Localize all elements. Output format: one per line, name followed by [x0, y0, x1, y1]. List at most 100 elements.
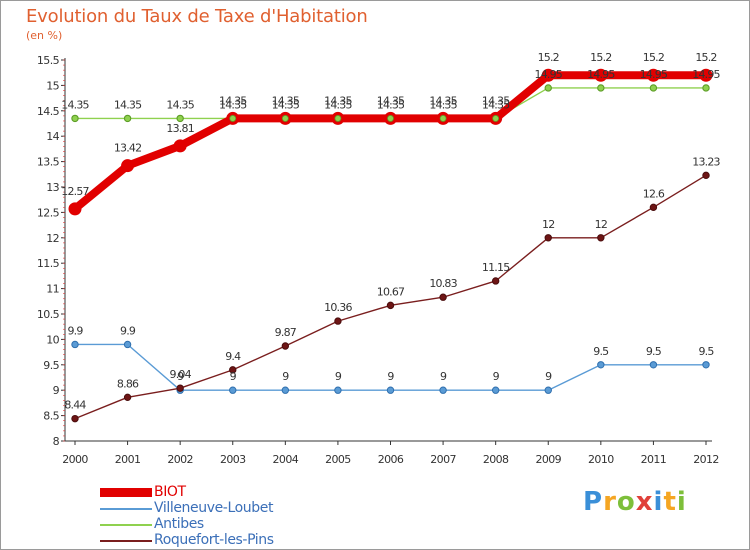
data-label: 14.35: [482, 98, 510, 111]
y-tick-label: 10.5: [37, 308, 60, 321]
legend-label-roquefort-les-pins: Roquefort-les-Pins: [154, 532, 274, 548]
data-label: 14.95: [692, 68, 720, 81]
data-label: 14.35: [324, 98, 352, 111]
data-point: [387, 115, 394, 122]
y-tick-label: 11: [46, 283, 59, 296]
data-point: [597, 234, 605, 242]
logo-letter: i: [653, 487, 664, 517]
data-point: [597, 84, 605, 92]
data-label: 14.35: [219, 98, 247, 111]
data-point: [702, 361, 710, 369]
data-point: [699, 68, 713, 82]
y-tick-label: 9.5: [43, 359, 59, 372]
legend-label-antibes: Antibes: [154, 516, 204, 532]
data-label: 13.42: [114, 142, 142, 155]
x-tick-label: 2000: [62, 453, 88, 466]
data-point: [123, 393, 132, 402]
x-tick-label: 2012: [693, 453, 719, 466]
data-label: 14.95: [535, 68, 563, 81]
data-point: [123, 340, 132, 349]
y-tick-label: 14.5: [37, 105, 60, 118]
proxiti-logo: Proxiti: [583, 487, 687, 517]
chart-unit-label: (en %): [26, 29, 63, 42]
data-point: [646, 68, 660, 82]
logo-letter: P: [583, 487, 604, 517]
data-label: 14.95: [640, 68, 668, 81]
data-label: 9: [545, 370, 552, 383]
data-point: [281, 342, 290, 350]
data-point: [229, 386, 237, 394]
data-point: [124, 115, 131, 122]
y-tick-label: 12: [46, 232, 59, 245]
data-label: 12: [595, 218, 607, 231]
logo-letter: o: [616, 487, 636, 517]
data-label: 13.81: [166, 122, 194, 135]
y-tick-label: 13.5: [37, 156, 60, 169]
data-point: [544, 84, 552, 92]
data-label: 14.35: [482, 94, 510, 107]
data-point: [439, 115, 447, 122]
data-label: 9.5: [698, 345, 714, 358]
data-point: [334, 317, 342, 325]
data-label: 15.2: [643, 51, 664, 64]
legend-label-biot: BIOT: [154, 484, 186, 500]
legend-swatch-roquefort-les-pins: [100, 540, 152, 542]
legend-swatch-antibes: [100, 524, 152, 526]
data-label: 8.44: [64, 399, 86, 412]
x-tick-label: 2011: [641, 453, 667, 466]
data-point: [649, 361, 658, 369]
data-label: 9.9: [120, 324, 136, 337]
data-label: 15.2: [590, 51, 611, 64]
y-tick-label: 12.5: [37, 206, 60, 219]
data-point: [68, 202, 82, 216]
data-label: 13.23: [692, 155, 720, 168]
legend-swatch-biot: [100, 488, 152, 497]
legend-label-villeneuve-loubet: Villeneuve-Loubet: [154, 500, 274, 516]
data-label: 9.5: [646, 345, 662, 358]
data-label: 9: [230, 370, 237, 383]
data-point: [544, 386, 552, 394]
data-point: [544, 234, 552, 242]
y-tick-label: 10: [46, 333, 59, 346]
logo-letter: r: [603, 487, 617, 517]
data-label: 9: [282, 370, 289, 383]
data-label: 9.5: [593, 345, 609, 358]
data-label: 9.87: [275, 326, 297, 339]
data-label: 14.35: [272, 94, 300, 107]
data-label: 9: [493, 370, 500, 383]
data-label: 10.36: [324, 301, 352, 314]
data-label: 9: [440, 370, 447, 383]
data-label: 10.83: [429, 277, 457, 290]
data-point: [702, 84, 710, 92]
logo-letter: t: [663, 487, 677, 517]
data-label: 14.35: [114, 98, 142, 111]
data-label: 14.35: [377, 98, 405, 111]
data-point: [334, 386, 342, 394]
y-tick-label: 8: [53, 435, 60, 448]
x-tick-label: 2009: [535, 453, 561, 466]
data-label: 9.4: [225, 350, 241, 363]
data-label: 8.86: [117, 377, 139, 390]
x-tick-label: 2008: [483, 453, 509, 466]
data-point: [439, 386, 447, 394]
data-label: 9: [387, 370, 394, 383]
y-tick-label: 15.5: [37, 54, 60, 67]
legend-swatch-villeneuve-loubet: [100, 508, 152, 510]
data-label: 15.2: [538, 51, 559, 64]
x-tick-label: 2002: [167, 453, 193, 466]
x-tick-label: 2010: [588, 453, 614, 466]
data-point: [386, 386, 395, 394]
data-label: 14.35: [272, 98, 300, 111]
data-label: 14.35: [166, 98, 194, 111]
y-tick-label: 13: [46, 181, 59, 194]
data-label: 14.35: [324, 94, 352, 107]
y-tick-label: 9: [53, 384, 60, 397]
data-point: [386, 301, 395, 310]
data-point: [281, 115, 289, 122]
logo-letter: i: [676, 487, 687, 517]
data-label: 14.35: [61, 98, 89, 111]
data-label: 10.67: [377, 285, 405, 298]
data-point: [439, 293, 447, 301]
